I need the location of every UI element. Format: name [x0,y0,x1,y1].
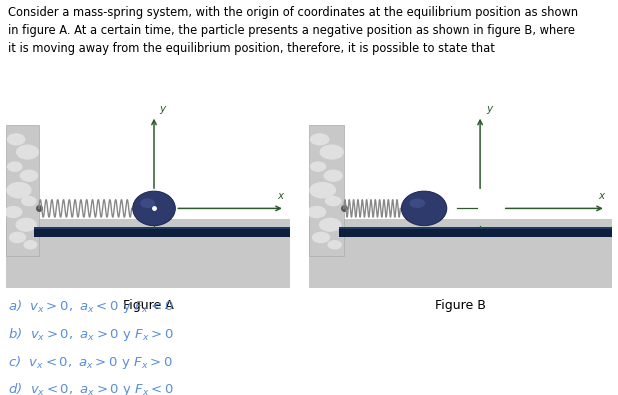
Text: x: x [598,191,604,201]
Text: Figure A: Figure A [123,299,174,312]
Circle shape [16,218,36,231]
Circle shape [310,134,329,145]
Circle shape [308,207,326,218]
Circle shape [320,218,341,231]
Text: c)  $v_x < 0,\ a_x > 0\ \mathrm{y}\ F_x > 0$: c) $v_x < 0,\ a_x > 0\ \mathrm{y}\ F_x >… [8,354,172,371]
Bar [6,125,39,256]
Circle shape [326,197,341,206]
Text: Consider a mass-spring system, with the origin of coordinates at the equilibrium: Consider a mass-spring system, with the … [8,6,578,55]
Text: d)  $v_x < 0,\ a_x > 0\ \mathrm{y}\ F_x < 0$: d) $v_x < 0,\ a_x > 0\ \mathrm{y}\ F_x <… [8,381,174,395]
Ellipse shape [401,191,447,226]
Circle shape [10,232,25,243]
Bar [309,219,612,288]
Bar [339,228,612,237]
Ellipse shape [409,198,425,208]
Text: y: y [159,104,166,114]
Circle shape [324,170,342,181]
Circle shape [7,162,22,171]
Circle shape [17,145,38,159]
Ellipse shape [140,198,155,208]
Ellipse shape [133,191,176,226]
Text: Figure B: Figure B [435,299,486,312]
Bar [6,219,290,288]
Bar [309,125,344,256]
Circle shape [5,207,22,218]
Circle shape [7,182,31,198]
Text: a)  $v_x > 0,\ a_x < 0\ \mathrm{y}\ F_x < 0$: a) $v_x > 0,\ a_x < 0\ \mathrm{y}\ F_x <… [8,298,174,315]
Text: b)  $v_x > 0,\ a_x > 0\ \mathrm{y}\ F_x > 0$: b) $v_x > 0,\ a_x > 0\ \mathrm{y}\ F_x >… [8,326,174,343]
Circle shape [22,197,36,206]
Text: x: x [277,191,283,201]
Circle shape [310,162,326,171]
Circle shape [313,232,329,243]
Bar [339,228,612,229]
Circle shape [310,182,336,198]
Text: y: y [486,104,493,114]
Circle shape [7,134,25,145]
Circle shape [328,241,341,249]
Circle shape [20,170,38,181]
Bar [34,228,290,229]
Bar [34,228,290,237]
Circle shape [24,241,36,249]
Circle shape [320,145,343,159]
